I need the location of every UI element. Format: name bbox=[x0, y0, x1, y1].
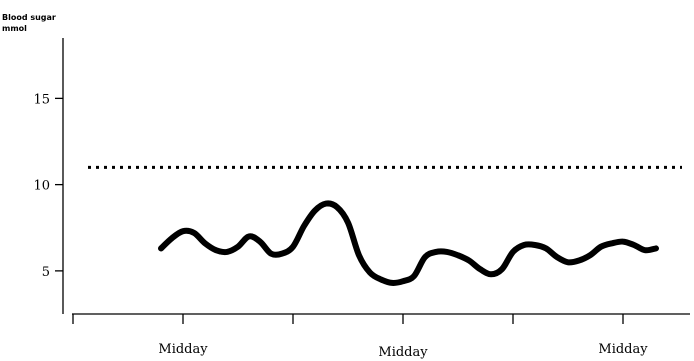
series-group bbox=[158, 200, 659, 286]
y-tick-label: 10 bbox=[33, 179, 50, 194]
blood-sugar-series-line bbox=[158, 200, 659, 286]
x-ticks: Midday Midday Midday bbox=[72, 314, 648, 360]
y-axis-label-line-2: mmol bbox=[2, 24, 27, 33]
y-axis-label: Blood sugar mmol bbox=[2, 13, 56, 33]
axes bbox=[62, 38, 690, 315]
x-tick-label: Midday bbox=[158, 342, 208, 357]
y-tick-label: 15 bbox=[33, 92, 50, 107]
x-tick-label: Midday bbox=[598, 342, 648, 357]
x-tick-label: Midday bbox=[378, 345, 428, 360]
y-tick-label: 5 bbox=[42, 265, 50, 280]
y-axis-label-line-1: Blood sugar bbox=[2, 13, 56, 22]
y-ticks: 5 10 15 bbox=[33, 92, 63, 280]
